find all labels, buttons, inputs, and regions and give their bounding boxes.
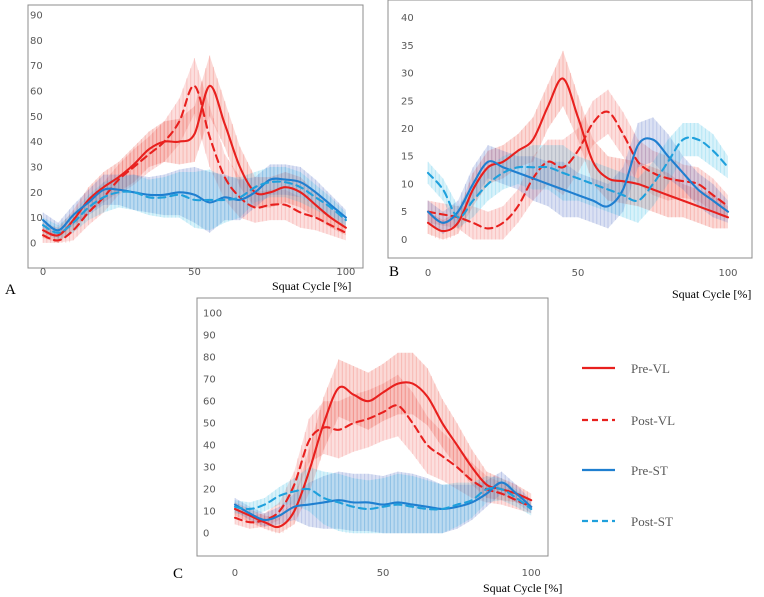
panel-c-y-tick-label: 30 [203,463,216,474]
panel-a-y-tick-label: 30 [30,162,43,173]
panel-c-y-tick-label: 40 [203,441,216,452]
panel-c-y-tick-label: 60 [203,397,216,408]
panel-a-y-tick-label: 70 [30,61,43,72]
panel-c-y-tick-label: 0 [203,529,209,540]
panel-a-line-post-st [41,180,347,234]
legend: Pre-VL Post-VL Pre-ST Post-ST [582,361,675,529]
panel-b-band-post-st [428,123,728,229]
panel-a-y-tick-label: 40 [30,137,43,148]
panel-a-band-post-vl [43,58,346,243]
panel-c-y-tick-label: 10 [203,507,216,518]
panel-a-y-tick-label: 20 [30,188,43,199]
legend-label-post-st: Post-ST [631,514,673,529]
legend-item-post-st: Post-ST [582,514,673,529]
panel-a-plot-area: 0 10 20 30 40 50 60 70 80 90 0 50 100 [30,11,355,279]
panel-c-x-axis-label: Squat Cycle [%] [483,581,562,595]
panel-a-band-post-st [43,167,346,241]
panel-a-y-tick-label: 50 [30,112,43,123]
panel-b-y-tick-label: 0 [401,235,407,246]
panel-a-y-tick-label: 80 [30,36,43,47]
panel-a-x-tick-label: 0 [40,267,46,278]
panel-b-x-tick-label: 0 [425,268,431,279]
panel-a-y-tick-label: 60 [30,86,43,97]
panel-c-band-pre-st [235,471,532,534]
panel-c-band-pre-vl [235,352,532,534]
panel-b-y-tick-label: 30 [401,69,414,80]
panel-b-line-pre-vl [426,77,730,233]
panel-b-y-tick-label: 40 [401,13,414,24]
panel-b-band-post-vl [428,89,728,240]
panel-b-y-tick-label: 35 [401,41,414,52]
panel-b-line-post-vl [426,110,730,230]
panel-a-y-tick-label: 10 [30,213,43,224]
panel-b-line-pre-st [426,137,730,224]
panel-a-x-axis-label: Squat Cycle [%] [272,279,351,293]
panel-c-y-tick-label: 20 [203,485,216,496]
panel-b-frame [387,0,753,259]
panel-c-y-tick-label: 100 [203,309,222,320]
panel-a-line-post-vl [41,84,347,242]
panel-b-letter: B [389,264,399,280]
legend-label-pre-st: Pre-ST [631,463,668,478]
panel-a-band-pre-vl [43,55,346,243]
panel-c-y-tick-label: 50 [203,419,216,430]
panel-c-y-tick-label: 70 [203,375,216,386]
panel-c-band-post-vl [235,374,532,529]
panel-c-letter: C [173,566,183,582]
panel-c-plot-area: 0 10 20 30 40 50 60 70 80 90 100 0 50 100 [203,309,541,579]
panel-a-x-tick-label: 50 [188,267,201,278]
panel-c: 0 10 20 30 40 50 60 70 80 90 100 0 50 100 Squat Cycle… [173,297,562,595]
panel-b-y-tick-label: 15 [401,152,414,163]
panel-a-x-tick-label: 100 [336,267,355,278]
panel-c-line-post-vl [233,404,533,524]
panel-c-line-post-st [233,486,533,511]
panel-a: 0 10 20 30 40 50 60 70 80 90 0 50 100 Squat Cycle [%… [5,4,364,298]
panel-c-x-tick-label: 50 [377,568,390,579]
panel-c-band-post-st [235,467,532,534]
panel-b: 0 5 10 15 20 25 30 35 40 0 50 100 Squat Cycle [%] B [387,0,753,301]
panel-a-line-pre-st [41,177,347,232]
panel-b-y-tick-label: 5 [401,207,407,218]
panel-a-y-tick-label: 90 [30,11,43,22]
panel-a-y-tick-label: 0 [30,238,36,249]
legend-label-post-vl: Post-VL [631,413,675,428]
panel-b-band-pre-st [428,117,728,234]
legend-item-pre-st: Pre-ST [582,463,668,478]
panel-b-band-pre-vl [428,50,728,240]
panel-b-line-post-st [426,136,730,219]
panel-c-line-pre-vl [233,381,533,529]
panel-b-plot-area: 0 5 10 15 20 25 30 35 40 0 50 100 [401,13,738,279]
legend-item-pre-vl: Pre-VL [582,361,670,376]
panel-c-y-tick-label: 90 [203,331,216,342]
panel-c-frame [196,297,549,557]
panel-c-x-tick-label: 100 [522,568,541,579]
panel-b-y-tick-label: 25 [401,96,414,107]
panel-b-y-tick-label: 20 [401,124,414,135]
legend-item-post-vl: Post-VL [582,413,675,428]
panel-a-band-pre-st [43,164,346,238]
panel-c-x-tick-label: 0 [232,568,238,579]
panel-a-letter: A [5,282,16,298]
panel-b-x-tick-label: 50 [572,268,585,279]
panel-b-x-tick-label: 100 [718,268,737,279]
panel-b-y-tick-label: 10 [401,179,414,190]
panel-b-x-axis-label: Squat Cycle [%] [672,287,751,301]
panel-c-y-tick-label: 80 [203,353,216,364]
legend-label-pre-vl: Pre-VL [631,361,670,376]
panel-a-frame [27,4,364,269]
panel-a-line-pre-vl [41,84,347,237]
panel-c-line-pre-st [233,481,533,522]
